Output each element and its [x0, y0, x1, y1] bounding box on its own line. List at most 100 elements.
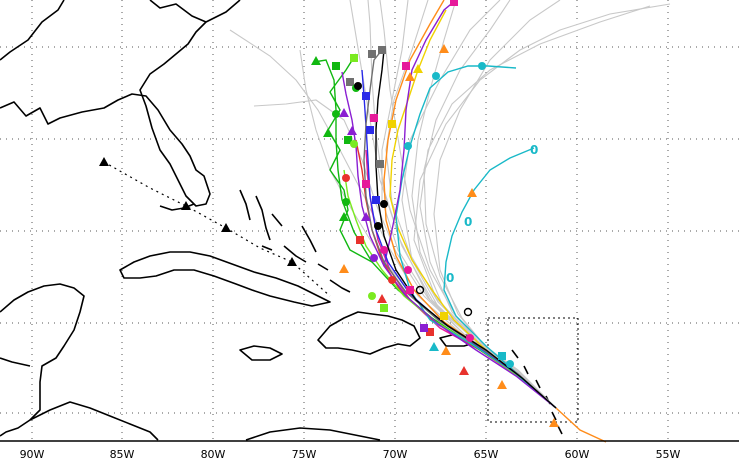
- marker-circle-magenta: [380, 246, 388, 254]
- marker-square-purple: [420, 324, 428, 332]
- marker-hurricane-cyan: 0: [464, 215, 472, 229]
- marker-circle-magenta: [466, 334, 474, 342]
- marker-square-yellow: [388, 120, 396, 128]
- marker-square-gray: [376, 160, 384, 168]
- forecast-area-box: [487, 317, 579, 423]
- ensemble-track: [379, 0, 557, 409]
- marker-triangle-purple: [361, 212, 371, 221]
- marker-triangle-orange: [339, 264, 349, 273]
- marker-square-lime: [350, 54, 358, 62]
- prior-track-marker: [181, 201, 191, 210]
- model-track-purple: [341, 71, 557, 409]
- marker-square-red: [356, 236, 364, 244]
- lon-label-60w: 60W: [565, 448, 590, 461]
- marker-triangle-orange: [549, 418, 559, 427]
- marker-triangle-purple: [339, 108, 349, 117]
- prior-track-marker: [99, 157, 109, 166]
- marker-circle-magenta: [404, 266, 412, 274]
- marker-square-gray: [368, 50, 376, 58]
- marker-circle-black: [380, 200, 388, 208]
- marker-circle-black: [374, 222, 382, 230]
- marker-circle-black: [354, 82, 362, 90]
- marker-circle-lime: [368, 292, 376, 300]
- lon-label-85w: 85W: [110, 448, 135, 461]
- longitude-labels: 90W 85W 80W 75W 70W 65W 60W 55W: [20, 448, 681, 461]
- marker-square-magenta: [402, 62, 410, 70]
- marker-triangle-orange: [497, 380, 507, 389]
- marker-circle-cyan: [404, 142, 412, 150]
- marker-circle-green: [332, 110, 340, 118]
- marker-square-magenta: [406, 286, 414, 294]
- south-america-coast: [245, 427, 381, 441]
- model-track-green-2: [327, 53, 373, 263]
- marker-square-blue: [362, 92, 370, 100]
- marker-circle-black: [463, 307, 473, 317]
- track-markers: 0 0 0: [311, 0, 559, 427]
- marker-square-red: [426, 328, 434, 336]
- lat-lon-grid: [0, 0, 739, 440]
- central-america: [29, 401, 159, 441]
- marker-triangle-orange: [467, 188, 477, 197]
- marker-triangle-yellow: [413, 64, 423, 73]
- marker-square-green: [332, 62, 340, 70]
- yucatan: [0, 283, 85, 437]
- hispaniola: [317, 311, 421, 355]
- us-east-coast: [0, 0, 241, 207]
- marker-square-green: [344, 136, 352, 144]
- model-track-orange: [383, 0, 557, 409]
- prior-track-marker: [221, 223, 231, 232]
- jamaica: [239, 345, 283, 361]
- marker-circle-red: [342, 174, 350, 182]
- model-track-cyan: [443, 147, 557, 409]
- marker-circle-green: [342, 198, 350, 206]
- model-track-black: [375, 49, 557, 409]
- lon-label-90w: 90W: [20, 448, 45, 461]
- marker-square-magenta: [450, 0, 458, 6]
- prior-track: [99, 157, 331, 297]
- marker-triangle-cyan: [429, 342, 439, 351]
- model-track-cyan-2: [395, 65, 557, 409]
- marker-circle-black: [415, 285, 425, 295]
- lon-label-75w: 75W: [292, 448, 317, 461]
- marker-hurricane-cyan: 0: [530, 143, 538, 157]
- marker-square-lime: [380, 304, 388, 312]
- marker-square-magenta: [362, 180, 370, 188]
- model-track-orange-tail: [555, 407, 607, 443]
- model-track-purple-2: [383, 0, 457, 267]
- marker-square-gray: [378, 46, 386, 54]
- marker-triangle-green: [311, 56, 321, 65]
- ensemble-track: [413, 3, 671, 409]
- marker-circle-cyan: [432, 72, 440, 80]
- marker-square-blue: [372, 196, 380, 204]
- cuba: [119, 251, 331, 307]
- ensemble-track: [423, 0, 557, 409]
- marker-triangle-orange: [405, 72, 415, 81]
- model-track-gray: [363, 49, 557, 409]
- lon-label-70w: 70W: [383, 448, 408, 461]
- marker-triangle-green: [323, 128, 333, 137]
- marker-square-gray: [346, 78, 354, 86]
- lon-label-65w: 65W: [474, 448, 499, 461]
- marker-triangle-orange: [439, 44, 449, 53]
- marker-triangle-green: [339, 212, 349, 221]
- marker-circle-lime: [350, 140, 358, 148]
- marker-triangle-orange: [441, 346, 451, 355]
- florida-keys: [159, 203, 195, 211]
- prior-track-line: [103, 161, 331, 297]
- prior-track-marker: [287, 257, 297, 266]
- marker-circle-cyan: [478, 62, 486, 70]
- marker-triangle-red: [459, 366, 469, 375]
- lon-label-80w: 80W: [201, 448, 226, 461]
- model-track-lime: [343, 169, 557, 409]
- marker-triangle-red: [377, 294, 387, 303]
- marker-square-yellow: [440, 312, 448, 320]
- model-tracks: [313, 0, 607, 443]
- ensemble-track: [381, 0, 557, 409]
- marker-square-magenta: [370, 114, 378, 122]
- model-track-yellow: [389, 9, 557, 409]
- marker-circle-red: [388, 276, 396, 284]
- bahamas: [239, 189, 351, 293]
- marker-triangle-purple: [347, 126, 357, 135]
- ensemble-track: [419, 5, 651, 409]
